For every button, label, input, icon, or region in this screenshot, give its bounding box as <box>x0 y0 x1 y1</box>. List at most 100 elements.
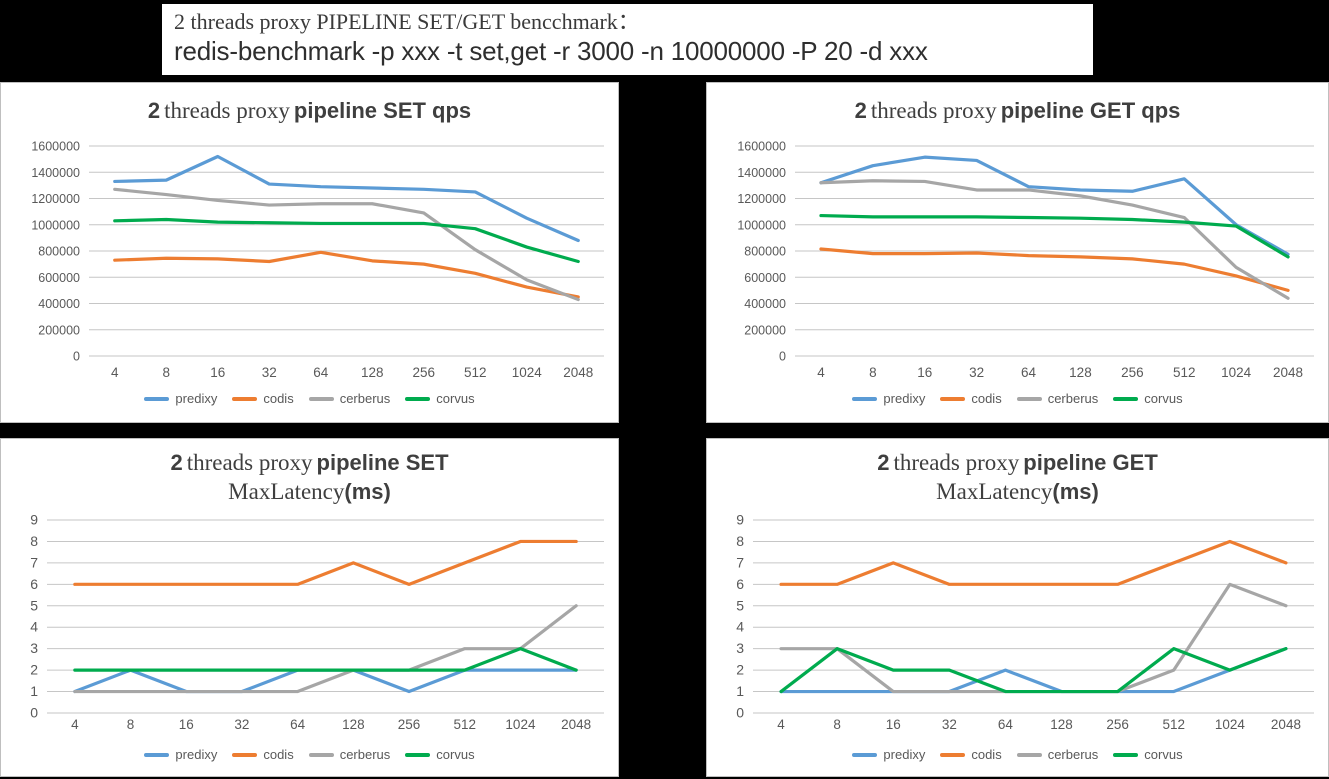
legend-item-codis: codis <box>232 391 294 406</box>
x-tick-label: 4 <box>71 717 79 732</box>
x-tick-label: 4 <box>777 717 785 732</box>
chart-title-line1: 2 threads proxy pipeline GET qps <box>707 98 1328 124</box>
x-tick-label: 256 <box>1106 717 1129 732</box>
legend-item-codis: codis <box>940 747 1002 762</box>
y-tick-label: 8 <box>30 533 38 549</box>
legend-item-corvus: corvus <box>1113 391 1183 406</box>
x-tick-label: 64 <box>290 717 306 732</box>
y-tick-label: 1600000 <box>737 140 786 154</box>
title-bold-segment: pipeline GET qps <box>1000 98 1181 123</box>
title-thread-count: 2 <box>877 450 890 475</box>
y-tick-label: 6 <box>736 576 744 592</box>
y-tick-label: 2 <box>30 662 38 678</box>
benchmark-note-title: 2 threads proxy PIPELINE SET/GET bencchm… <box>174 9 640 34</box>
title-bold-segment: (ms) <box>1052 479 1099 504</box>
legend-swatch-corvus <box>1113 396 1139 401</box>
y-tick-label: 1 <box>30 683 38 699</box>
y-tick-label: 800000 <box>744 245 786 259</box>
y-tick-label: 0 <box>736 705 744 721</box>
y-tick-label: 0 <box>73 350 80 364</box>
y-tick-label: 1 <box>736 683 744 699</box>
y-tick-label: 1400000 <box>31 166 80 180</box>
series-line-codis <box>819 247 1290 292</box>
x-tick-label: 256 <box>412 365 435 380</box>
legend-label: corvus <box>436 391 475 406</box>
legend-item-corvus: corvus <box>1113 747 1183 762</box>
x-tick-label: 256 <box>398 717 421 732</box>
x-tick-label: 2048 <box>1273 365 1303 380</box>
y-tick-label: 2 <box>736 662 744 678</box>
get-maxlatency-line-chart: 0 1 2 3 4 5 6 7 8 9 4 8 16 32 64 128 256 512 1024 2048 <box>736 512 1314 732</box>
legend-swatch-predixy <box>852 396 878 401</box>
chart-title-line1: 2 threads proxy pipeline GET <box>707 450 1328 479</box>
x-tick-label: 512 <box>1173 365 1196 380</box>
benchmark-note-box: 2 threads proxy PIPELINE SET/GET bencchm… <box>162 4 1093 75</box>
chart-legend: predixy codis cerberus corvus <box>1 747 618 762</box>
legend-item-predixy: predixy <box>144 747 217 762</box>
legend-label: codis <box>971 391 1002 406</box>
x-tick-label: 512 <box>1162 717 1185 732</box>
x-tick-label: 128 <box>342 717 365 732</box>
y-tick-label: 800000 <box>38 245 80 259</box>
title-bold-segment: pipeline GET <box>1023 450 1158 475</box>
y-tick-label: 1600000 <box>31 140 80 154</box>
chart-legend: predixy codis cerberus corvus <box>707 391 1328 406</box>
x-tick-label: 1024 <box>512 365 543 380</box>
y-tick-label: 6 <box>30 576 38 592</box>
x-tick-label: 32 <box>942 717 957 732</box>
series-line-corvus <box>779 647 1288 694</box>
y-tick-label: 5 <box>30 597 38 613</box>
y-tick-label: 8 <box>736 533 744 549</box>
legend-item-predixy: predixy <box>852 747 925 762</box>
chart-title-line2: MaxLatency(ms) <box>1 479 618 508</box>
title-serif-segment: MaxLatency <box>228 479 345 504</box>
legend-swatch-corvus <box>405 752 431 757</box>
y-tick-label: 4 <box>736 619 744 635</box>
chart-panel-get-qps: 2 threads proxy pipeline GET qps 0 200000 40… <box>706 82 1329 423</box>
legend-label: corvus <box>436 747 475 762</box>
x-tick-label: 8 <box>162 365 170 380</box>
chart-title-line1: 2 threads proxy pipeline SET <box>1 450 618 479</box>
x-tick-label: 8 <box>127 717 135 732</box>
chart-panel-set-qps: 2 threads proxy pipeline SET qps 0 200000 40… <box>0 82 619 423</box>
series-line-codis <box>779 539 1288 586</box>
series-line-corvus <box>73 647 578 672</box>
x-tick-label: 256 <box>1121 365 1144 380</box>
x-tick-label: 2048 <box>561 717 591 732</box>
x-tick-label: 2048 <box>563 365 593 380</box>
title-bold-segment: pipeline SET <box>316 450 449 475</box>
legend-swatch-codis <box>940 396 966 401</box>
x-tick-label: 16 <box>179 717 194 732</box>
series-line-predixy <box>779 647 1288 694</box>
y-tick-label: 1400000 <box>737 166 786 180</box>
series-line-corvus <box>819 213 1290 259</box>
chart-legend: predixy codis cerberus corvus <box>1 391 618 406</box>
y-tick-label: 600000 <box>38 271 80 285</box>
title-serif-segment: threads proxy <box>164 98 290 123</box>
legend-item-cerberus: cerberus <box>1016 391 1098 406</box>
x-tick-label: 16 <box>886 717 901 732</box>
legend-swatch-predixy <box>144 396 170 401</box>
y-tick-label: 5 <box>736 597 744 613</box>
title-bold-segment: (ms) <box>344 479 391 504</box>
legend-label: predixy <box>175 747 218 762</box>
y-tick-label: 9 <box>30 512 38 528</box>
title-serif-segment: MaxLatency <box>936 479 1053 504</box>
series-line-corvus <box>113 217 580 264</box>
y-tick-label: 1000000 <box>737 218 786 232</box>
chart-panel-get-maxlatency: 2 threads proxy pipeline GET MaxLatency(ms… <box>706 438 1329 777</box>
legend-swatch-cerberus <box>1016 396 1042 401</box>
y-tick-label: 9 <box>736 512 744 528</box>
benchmark-command: redis-benchmark -p xxx -t set,get -r 300… <box>174 36 928 67</box>
y-tick-label: 1200000 <box>31 192 80 206</box>
legend-item-predixy: predixy <box>144 391 217 406</box>
x-tick-label: 1024 <box>1221 365 1252 380</box>
y-tick-label: 0 <box>30 705 38 721</box>
x-tick-label: 128 <box>1050 717 1073 732</box>
x-tick-label: 64 <box>1021 365 1037 380</box>
x-tick-label: 128 <box>1069 365 1092 380</box>
x-tick-label: 1024 <box>505 717 536 732</box>
legend-label: corvus <box>1144 747 1183 762</box>
legend-label: cerberus <box>1047 747 1099 762</box>
title-thread-count: 2 <box>170 450 183 475</box>
